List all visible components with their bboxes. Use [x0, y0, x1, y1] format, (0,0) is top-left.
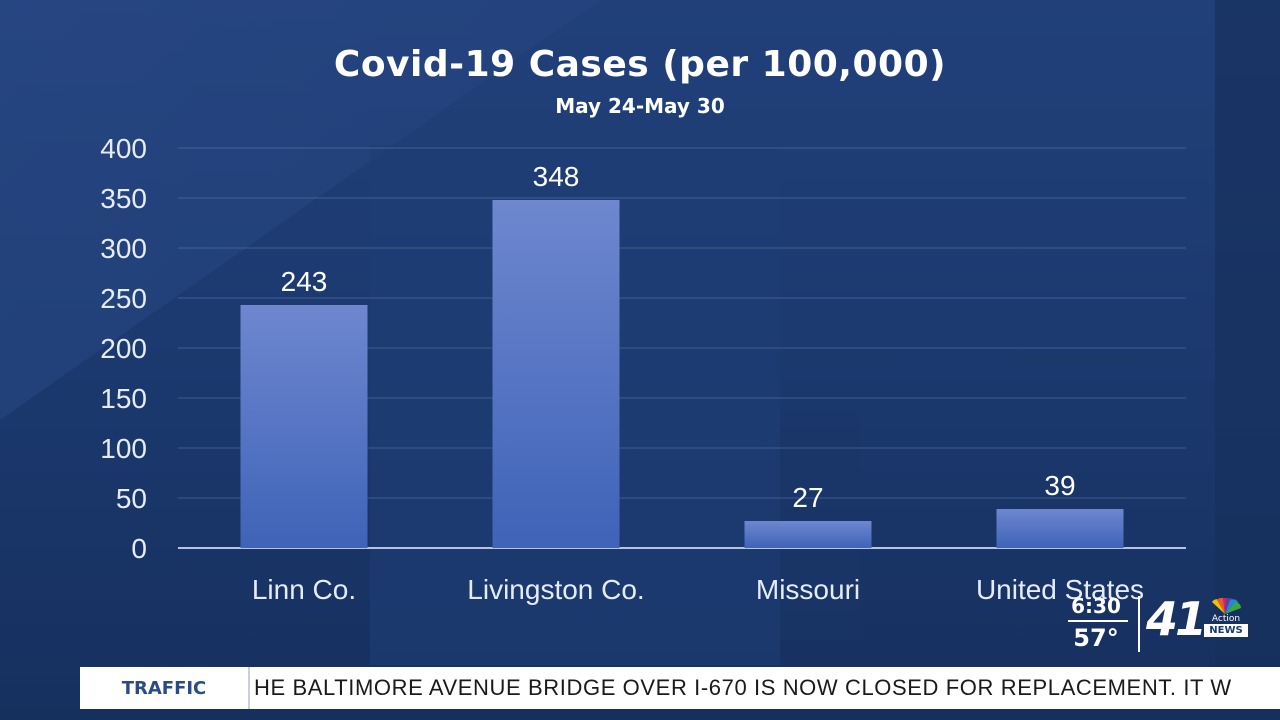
data-label: 27	[792, 482, 823, 513]
data-label: 243	[281, 266, 328, 297]
bar	[744, 521, 872, 548]
y-tick-label: 200	[100, 333, 147, 364]
temperature-display: 57°	[1073, 624, 1119, 652]
data-label: 348	[533, 161, 580, 192]
action-label: Action	[1211, 614, 1241, 624]
chart-subtitle: May 24-May 30	[555, 94, 725, 118]
news-label: NEWS	[1204, 624, 1248, 637]
chart-title: Covid-19 Cases (per 100,000)	[333, 44, 947, 85]
y-tick-label: 150	[100, 383, 147, 414]
category-label: Missouri	[756, 574, 860, 605]
y-tick-label: 100	[100, 433, 147, 464]
ticker-text: HE BALTIMORE AVENUE BRIDGE OVER I-670 IS…	[254, 675, 1232, 700]
ticker-label: TRAFFIC	[80, 667, 250, 709]
divider	[1138, 596, 1140, 652]
category-label: Linn Co.	[252, 574, 356, 605]
bar	[492, 200, 620, 548]
y-tick-label: 50	[116, 483, 147, 514]
y-tick-label: 350	[100, 183, 147, 214]
data-label: 39	[1044, 470, 1075, 501]
channel-logo: 41	[1146, 592, 1207, 646]
bar	[996, 509, 1124, 548]
peacock-icon	[1212, 598, 1242, 614]
y-tick-label: 0	[131, 533, 147, 564]
category-label: United States	[976, 574, 1144, 605]
bar	[240, 305, 368, 548]
divider	[1068, 620, 1128, 622]
y-tick-label: 300	[100, 233, 147, 264]
time-display: 6:30	[1071, 594, 1121, 618]
news-ticker: TRAFFIC HE BALTIMORE AVENUE BRIDGE OVER …	[80, 667, 1280, 709]
category-label: Livingston Co.	[467, 574, 644, 605]
station-bug: 6:30 57° 41 Action NEWS	[1058, 592, 1248, 654]
y-tick-label: 250	[100, 283, 147, 314]
y-tick-label: 400	[100, 133, 147, 164]
